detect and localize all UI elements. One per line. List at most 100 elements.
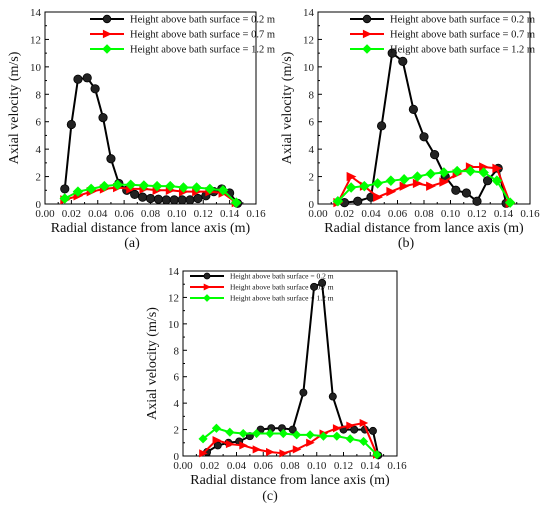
y-tick-label: 8 xyxy=(174,345,180,357)
legend-label: Height above bath surface = 0.7 m xyxy=(230,283,334,292)
data-point xyxy=(429,150,440,160)
data-point xyxy=(372,450,382,460)
data-point xyxy=(398,174,410,185)
x-tick-label: 0.12 xyxy=(467,208,486,220)
data-point xyxy=(106,154,116,164)
x-tick-label: 0.16 xyxy=(246,208,266,220)
data-point xyxy=(137,192,148,202)
chart-panel-c: 0.00 0.02 0.04 0.06 0.08 0.10 0.12 0.14 0.16 0 2 4 6… xyxy=(145,266,407,488)
data-point xyxy=(332,424,342,433)
chart-panel-b: 0.00 0.02 0.04 0.06 0.08 0.10 0.12 0.14 0.16 0 2 4 6… xyxy=(280,7,540,236)
y-tick-label: 10 xyxy=(303,62,315,74)
x-tick-label: 0.08 xyxy=(414,208,434,220)
data-point xyxy=(169,195,179,205)
y-tick-label: 2 xyxy=(309,172,315,184)
data-point xyxy=(491,175,503,186)
data-point xyxy=(225,440,235,449)
y-tick-label: 6 xyxy=(36,117,42,129)
data-point xyxy=(151,180,163,192)
data-point xyxy=(332,431,342,441)
data-point xyxy=(386,186,397,197)
data-point xyxy=(177,195,187,205)
data-point xyxy=(125,179,136,191)
y-tick-label: 10 xyxy=(168,319,180,331)
x-tick-label: 0.16 xyxy=(520,208,540,220)
series-line-1 xyxy=(344,51,508,204)
x-axis-label: Radial distance from lance axis (m) xyxy=(51,221,251,236)
data-point xyxy=(185,195,195,205)
y-tick-label: 12 xyxy=(30,34,41,46)
data-point xyxy=(161,195,171,205)
y-axis-label: Axial velocity (m/s) xyxy=(280,51,295,164)
y-axis-label: Axial velocity (m/s) xyxy=(7,51,22,164)
data-point xyxy=(82,73,92,83)
data-point xyxy=(60,184,70,194)
x-tick-label: 0.06 xyxy=(388,208,408,220)
x-tick-label: 0.14 xyxy=(220,208,240,220)
data-point xyxy=(372,178,383,189)
legend: Height above bath surface = 0.2 m Height … xyxy=(90,15,275,56)
y-tick-label: 2 xyxy=(174,425,180,437)
data-point xyxy=(238,428,248,439)
data-point xyxy=(425,168,436,180)
data-point xyxy=(230,197,242,208)
legend-label: Height above bath surface = 0.7 m xyxy=(390,30,535,41)
data-point xyxy=(376,121,387,131)
data-point xyxy=(239,441,248,450)
data-point xyxy=(112,179,123,191)
data-point xyxy=(451,165,463,177)
data-point xyxy=(492,163,503,174)
y-tick-label: 12 xyxy=(303,34,314,46)
y-axis-label: Axial velocity (m/s) xyxy=(145,307,160,420)
data-point xyxy=(465,165,476,177)
y-tick-label: 14 xyxy=(30,7,42,19)
data-point xyxy=(279,449,288,458)
data-point xyxy=(66,119,76,130)
legend-marker xyxy=(203,272,211,280)
legend-marker xyxy=(362,29,372,39)
y-tick-label: 2 xyxy=(36,172,42,184)
y-tick-label: 0 xyxy=(36,199,42,211)
data-point xyxy=(198,434,208,444)
data-point xyxy=(145,193,156,204)
data-point xyxy=(345,182,357,193)
data-point xyxy=(387,48,397,58)
panel-label-a: (a) xyxy=(124,236,140,251)
data-point xyxy=(59,193,71,204)
panel-label-b: (b) xyxy=(398,236,415,251)
data-point xyxy=(385,175,397,186)
y-tick-label: 8 xyxy=(36,89,42,101)
data-point xyxy=(373,192,383,202)
y-tick-label: 4 xyxy=(174,398,180,410)
data-point xyxy=(306,438,315,447)
x-tick-label: 0.10 xyxy=(307,460,327,472)
data-point xyxy=(318,278,327,287)
data-point xyxy=(251,428,262,439)
legend-label: Height above bath surface = 1.2 m xyxy=(230,294,334,303)
x-tick-label: 0.04 xyxy=(361,208,381,220)
x-tick-label: 0.16 xyxy=(387,460,407,472)
legend-marker xyxy=(362,44,372,54)
legend-marker xyxy=(102,14,112,24)
legend-marker xyxy=(203,294,211,302)
data-point xyxy=(266,447,275,457)
data-point xyxy=(213,441,222,450)
legend-label: Height above bath surface = 1.2 m xyxy=(130,45,275,56)
legend-label: Height above bath surface = 1.2 m xyxy=(390,45,535,56)
data-point xyxy=(318,431,329,441)
data-point xyxy=(72,186,84,197)
y-tick-label: 4 xyxy=(309,144,315,156)
x-axis-label: Radial distance from lance axis (m) xyxy=(190,473,390,488)
data-point xyxy=(419,132,429,142)
data-point xyxy=(252,445,262,454)
data-point xyxy=(332,196,344,207)
data-point xyxy=(358,436,369,447)
data-point xyxy=(90,84,100,94)
y-tick-label: 6 xyxy=(309,117,315,129)
data-point xyxy=(346,171,357,182)
data-point xyxy=(153,194,164,204)
data-point xyxy=(299,388,308,397)
x-tick-label: 0.08 xyxy=(141,208,161,220)
data-point xyxy=(225,427,235,437)
data-point xyxy=(359,180,370,192)
